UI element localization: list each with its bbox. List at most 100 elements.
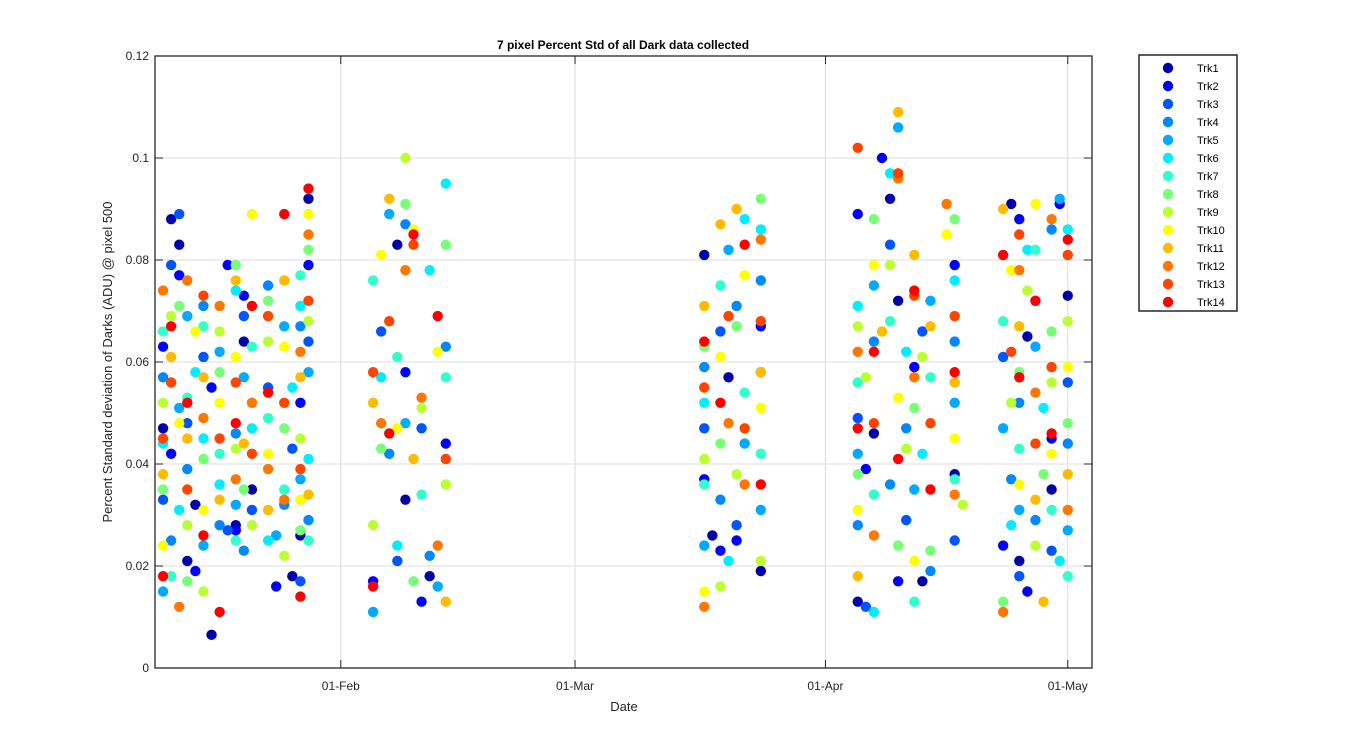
data-point xyxy=(392,423,403,434)
data-point xyxy=(157,586,169,597)
data-point xyxy=(246,484,258,495)
data-point xyxy=(295,463,306,475)
data-point xyxy=(699,336,710,347)
data-point xyxy=(884,239,896,250)
data-point xyxy=(892,576,904,587)
data-point xyxy=(1062,438,1073,449)
data-point xyxy=(699,397,710,408)
data-point xyxy=(165,214,177,225)
data-point xyxy=(1062,361,1073,373)
data-point xyxy=(214,326,225,337)
data-point xyxy=(367,520,379,531)
data-point xyxy=(279,397,290,408)
series-trk8 xyxy=(157,193,1073,607)
data-point xyxy=(997,203,1009,215)
data-point xyxy=(1014,397,1025,408)
data-point xyxy=(852,423,863,434)
data-point xyxy=(699,249,710,261)
data-point xyxy=(892,168,904,179)
data-point xyxy=(295,397,306,408)
data-point xyxy=(925,484,936,495)
legend-label: Trk9 xyxy=(1197,207,1219,219)
data-point xyxy=(1062,290,1073,301)
data-point xyxy=(1038,596,1049,607)
data-point xyxy=(262,310,274,322)
data-point xyxy=(392,555,403,567)
data-point xyxy=(892,453,904,465)
data-point xyxy=(1030,295,1041,306)
data-point xyxy=(262,295,274,306)
data-point xyxy=(246,397,258,408)
data-point xyxy=(868,280,880,291)
data-point xyxy=(1038,402,1049,414)
data-point xyxy=(279,341,290,352)
data-point xyxy=(925,372,936,383)
data-point xyxy=(892,392,904,403)
data-point xyxy=(949,433,960,444)
data-point xyxy=(917,351,928,363)
legend-marker xyxy=(1162,224,1174,236)
data-point xyxy=(190,367,201,378)
data-point xyxy=(182,555,193,567)
data-point xyxy=(699,453,710,465)
data-point xyxy=(157,484,169,495)
data-point xyxy=(739,479,750,490)
data-point xyxy=(1046,214,1057,225)
legend-label: Trk8 xyxy=(1197,189,1219,201)
legend-box xyxy=(1138,54,1238,312)
data-point xyxy=(1062,377,1073,388)
data-point xyxy=(1030,514,1041,526)
data-point xyxy=(1022,244,1033,255)
data-point xyxy=(1046,377,1057,388)
data-point xyxy=(432,540,443,551)
data-point xyxy=(1062,418,1073,429)
data-point xyxy=(416,392,427,403)
data-point xyxy=(295,494,306,505)
data-point xyxy=(262,448,274,459)
data-point xyxy=(1030,341,1041,352)
data-point xyxy=(206,629,217,641)
data-point xyxy=(165,448,177,459)
legend: Trk1 Trk2 Trk3 Trk4 Trk5 Trk6 Trk7 Trk8 Trk9 Trk1… xyxy=(1138,54,1238,312)
data-point xyxy=(925,545,936,556)
data-point xyxy=(440,479,451,490)
data-point xyxy=(214,479,225,490)
data-point xyxy=(303,535,314,546)
legend-label: Trk12 xyxy=(1197,261,1225,273)
y-tick-label: 0 xyxy=(142,661,149,675)
data-point xyxy=(892,295,904,306)
data-point xyxy=(909,285,920,296)
data-point xyxy=(852,208,863,220)
data-point xyxy=(440,239,451,250)
data-point xyxy=(295,346,306,357)
data-point xyxy=(949,214,960,225)
data-point xyxy=(295,576,306,587)
data-point xyxy=(755,367,767,378)
data-point xyxy=(1046,504,1057,516)
data-point xyxy=(238,290,250,301)
data-point xyxy=(157,423,169,434)
data-point xyxy=(424,571,435,582)
data-point xyxy=(165,259,177,271)
legend-marker xyxy=(1162,206,1174,218)
data-point xyxy=(1014,214,1025,225)
data-point xyxy=(755,504,767,516)
data-point xyxy=(997,249,1009,261)
data-point xyxy=(868,259,880,271)
legend-label: Trk1 xyxy=(1197,63,1219,75)
data-point xyxy=(699,382,710,393)
data-point xyxy=(739,214,750,225)
data-point xyxy=(909,596,920,607)
data-point xyxy=(246,504,258,516)
data-point xyxy=(755,555,767,567)
x-axis-title: Date xyxy=(610,699,637,714)
data-point xyxy=(731,300,742,312)
data-point xyxy=(384,428,395,439)
data-point xyxy=(279,484,290,495)
data-point xyxy=(699,300,710,312)
data-point xyxy=(1062,249,1073,261)
data-point xyxy=(198,412,209,424)
data-point xyxy=(1006,520,1017,531)
legend-marker xyxy=(1162,62,1174,74)
